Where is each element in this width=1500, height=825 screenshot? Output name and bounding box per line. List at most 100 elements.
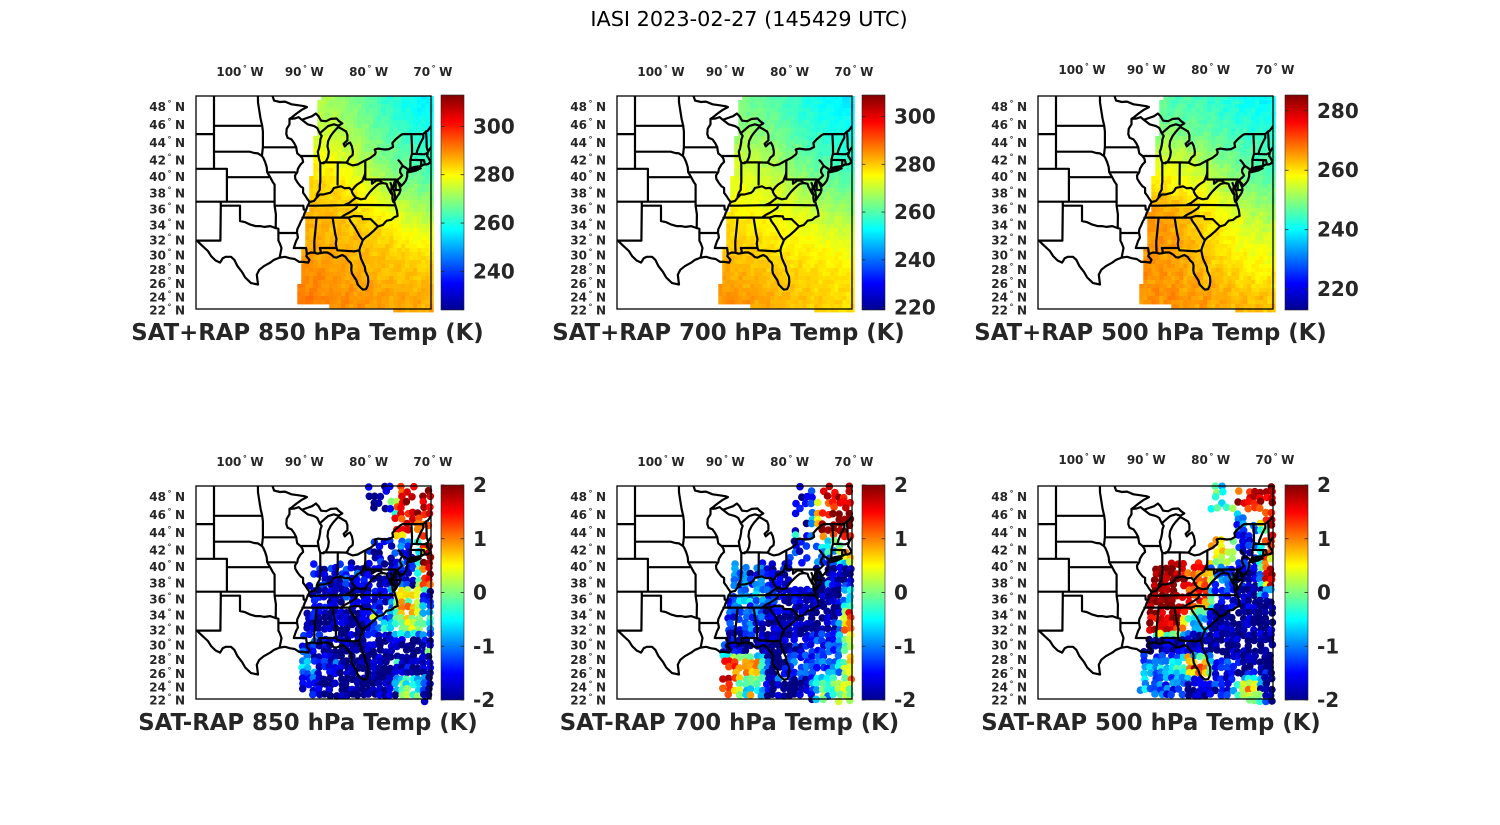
- field-cell: [1195, 112, 1200, 117]
- field-cell: [345, 300, 350, 305]
- field-cell: [361, 180, 366, 185]
- field-cell: [1243, 244, 1248, 249]
- field-cell: [353, 212, 358, 217]
- field-cell: [317, 208, 322, 213]
- field-cell: [317, 256, 322, 261]
- field-cell: [754, 224, 759, 229]
- field-cell: [1203, 284, 1208, 289]
- field-cell: [1211, 236, 1216, 241]
- field-cell: [802, 96, 807, 101]
- field-cell: [321, 248, 326, 253]
- field-cell: [341, 252, 346, 257]
- field-cell: [1183, 240, 1188, 245]
- field-cell: [1231, 168, 1236, 173]
- field-cell: [758, 240, 763, 245]
- field-cell: [814, 96, 819, 101]
- field-cell: [1255, 108, 1260, 113]
- field-cell: [778, 100, 783, 105]
- field-cell: [830, 272, 835, 277]
- field-cell: [782, 208, 787, 213]
- field-cell: [417, 136, 422, 141]
- field-cell: [1203, 244, 1208, 249]
- field-cell: [1231, 128, 1236, 133]
- field-cell: [822, 228, 827, 233]
- field-cell: [1203, 144, 1208, 149]
- field-cell: [1215, 284, 1220, 289]
- field-cell: [365, 244, 370, 249]
- degree-symbol: °: [167, 289, 171, 298]
- field-cell: [373, 276, 378, 281]
- field-cell: [790, 144, 795, 149]
- field-cell: [802, 108, 807, 113]
- field-cell: [1195, 236, 1200, 241]
- field-cell: [385, 136, 390, 141]
- field-cell: [389, 236, 394, 241]
- field-cell: [798, 168, 803, 173]
- field-cell: [1187, 192, 1192, 197]
- field-cell: [397, 152, 402, 157]
- field-cell: [1195, 244, 1200, 249]
- field-cell: [389, 156, 394, 161]
- field-cell: [738, 112, 743, 117]
- field-cell: [349, 244, 354, 249]
- field-cell: [1251, 252, 1256, 257]
- field-cell: [766, 148, 771, 153]
- field-cell: [818, 284, 823, 289]
- field-cell: [746, 264, 751, 269]
- field-cell: [1247, 192, 1252, 197]
- field-cell: [814, 128, 819, 133]
- field-cell: [1227, 276, 1232, 281]
- field-cell: [341, 264, 346, 269]
- field-cell: [822, 292, 827, 297]
- field-cell: [417, 176, 422, 181]
- field-cell: [393, 168, 398, 173]
- field-cell: [405, 304, 410, 309]
- field-cell: [782, 300, 787, 305]
- field-cell: [1267, 96, 1272, 101]
- field-cell: [1251, 232, 1256, 237]
- field-cell: [738, 200, 743, 205]
- field-cell: [333, 300, 338, 305]
- field-cell: [1223, 112, 1228, 117]
- field-cell: [337, 256, 342, 261]
- field-cell: [1211, 268, 1216, 273]
- field-cell: [1259, 176, 1264, 181]
- field-cell: [413, 176, 418, 181]
- field-cell: [1191, 128, 1196, 133]
- field-cell: [842, 196, 847, 201]
- field-cell: [409, 272, 414, 277]
- field-cell: [830, 188, 835, 193]
- field-cell: [1235, 208, 1240, 213]
- field-cell: [365, 140, 370, 145]
- field-cell: [1179, 268, 1184, 273]
- field-cell: [1239, 124, 1244, 129]
- field-cell: [810, 108, 815, 113]
- field-cell: [397, 144, 402, 149]
- field-cell: [1195, 124, 1200, 129]
- field-cell: [1155, 212, 1160, 217]
- field-cell: [774, 200, 779, 205]
- field-cell: [834, 156, 839, 161]
- field-cell: [1183, 116, 1188, 121]
- field-cell: [413, 128, 418, 133]
- hemisphere-letter: W: [439, 65, 452, 79]
- field-cell: [738, 272, 743, 277]
- field-cell: [353, 240, 358, 245]
- field-cell: [742, 136, 747, 141]
- field-cell: [405, 100, 410, 105]
- field-cell: [1231, 260, 1236, 265]
- field-cell: [1203, 220, 1208, 225]
- field-cell: [762, 284, 767, 289]
- field-cell: [309, 292, 314, 297]
- field-cell: [1259, 180, 1264, 185]
- field-cell: [365, 108, 370, 113]
- field-cell: [782, 284, 787, 289]
- field-cell: [794, 236, 799, 241]
- field-cell: [790, 276, 795, 281]
- field-cell: [301, 272, 306, 277]
- field-cell: [421, 200, 426, 205]
- field-cell: [397, 112, 402, 117]
- field-cell: [1227, 120, 1232, 125]
- field-cell: [1207, 236, 1212, 241]
- field-cell: [361, 108, 366, 113]
